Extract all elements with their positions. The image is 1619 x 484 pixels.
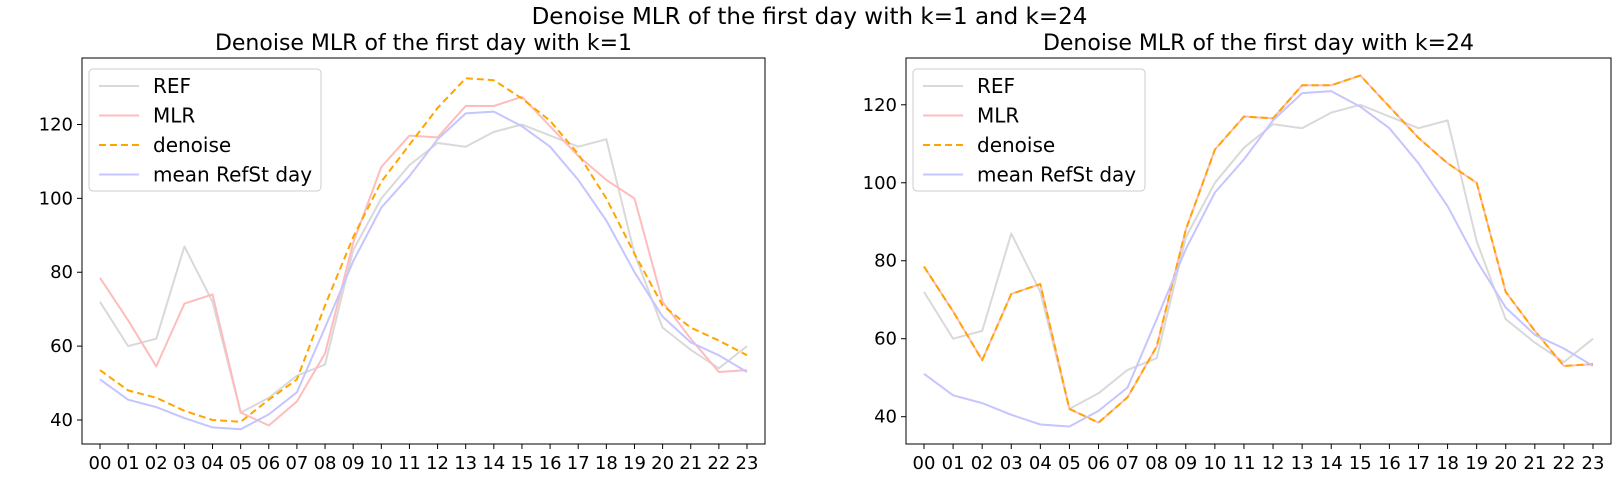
x-tick-label: 01 (942, 453, 965, 474)
x-tick-label: 23 (1582, 453, 1605, 474)
y-tick-label: 60 (50, 336, 73, 357)
x-tick-label: 04 (201, 453, 224, 474)
x-tick-label: 19 (623, 453, 646, 474)
x-tick-label: 12 (1262, 453, 1285, 474)
y-tick-label: 120 (39, 114, 73, 135)
x-tick-label: 05 (1058, 453, 1081, 474)
x-tick-label: 15 (1349, 453, 1372, 474)
x-tick-label: 01 (117, 453, 140, 474)
legend-label: MLR (153, 104, 195, 128)
x-tick-label: 07 (1116, 453, 1139, 474)
legend-label: denoise (153, 133, 231, 157)
legend-label: denoise (977, 133, 1055, 157)
y-tick-label: 80 (50, 262, 73, 283)
x-tick-label: 03 (1000, 453, 1023, 474)
x-tick-label: 21 (1523, 453, 1546, 474)
x-tick-label: 02 (971, 453, 994, 474)
series-line-mlr (99, 95, 748, 427)
series-line-ref (923, 103, 1594, 410)
x-tick-label: 23 (736, 453, 759, 474)
x-tick-label: 06 (1087, 453, 1110, 474)
x-tick-label: 10 (370, 453, 393, 474)
series-line-mlr (923, 74, 1594, 424)
axes-frame (81, 57, 766, 445)
figure-suptitle: Denoise MLR of the first day with k=1 an… (531, 4, 1088, 30)
y-tick-label: 100 (863, 173, 897, 194)
y-tick-label: 120 (863, 95, 897, 116)
series-line-mean-refst-day (923, 90, 1594, 428)
legend-label: REF (977, 74, 1015, 98)
x-tick-label: 18 (1436, 453, 1459, 474)
x-tick-label: 21 (679, 453, 702, 474)
x-tick-label: 17 (567, 453, 590, 474)
y-tick-label: 40 (50, 410, 73, 431)
x-tick-label: 13 (1291, 453, 1314, 474)
chart-2: Denoise MLR of the first day with k=24 00… (863, 31, 1612, 474)
chart-title: Denoise MLR of the first day with k=1 (215, 31, 632, 56)
x-tick-label: 11 (1233, 453, 1256, 474)
x-tick-label: 13 (454, 453, 477, 474)
x-tick-label: 04 (1029, 453, 1052, 474)
x-tick-label: 09 (342, 453, 365, 474)
x-tick-label: 22 (1552, 453, 1575, 474)
x-tick-label: 14 (1320, 453, 1343, 474)
y-tick-label: 60 (874, 329, 897, 350)
x-tick-label: 18 (595, 453, 618, 474)
x-tick-label: 22 (707, 453, 730, 474)
x-tick-label: 03 (173, 453, 196, 474)
x-tick-label: 07 (285, 453, 308, 474)
axes-frame (905, 57, 1612, 445)
x-tick-label: 16 (539, 453, 562, 474)
x-tick-label: 00 (89, 453, 112, 474)
x-tick-label: 17 (1407, 453, 1430, 474)
x-tick-label: 11 (398, 453, 421, 474)
legend-box (88, 68, 322, 192)
x-tick-label: 20 (1494, 453, 1517, 474)
x-tick-label: 20 (651, 453, 674, 474)
series-line-mean-refst-day (99, 110, 748, 431)
series-line-denoise (99, 77, 748, 423)
x-tick-label: 12 (426, 453, 449, 474)
x-tick-label: 09 (1174, 453, 1197, 474)
x-tick-label: 15 (511, 453, 534, 474)
chart-title: Denoise MLR of the first day with k=24 (1043, 31, 1474, 56)
x-tick-label: 06 (257, 453, 280, 474)
x-tick-label: 14 (482, 453, 505, 474)
legend-box (912, 68, 1146, 192)
legend-label: MLR (977, 104, 1019, 128)
y-tick-label: 80 (874, 251, 897, 272)
series-line-ref (99, 123, 748, 414)
x-tick-label: 16 (1378, 453, 1401, 474)
legend-label: REF (153, 74, 191, 98)
x-tick-label: 02 (145, 453, 168, 474)
x-tick-label: 05 (229, 453, 252, 474)
x-tick-label: 10 (1203, 453, 1226, 474)
x-tick-label: 08 (314, 453, 337, 474)
x-tick-label: 00 (913, 453, 936, 474)
legend-label: mean RefSt day (977, 163, 1136, 187)
x-tick-label: 19 (1465, 453, 1488, 474)
x-tick-label: 08 (1145, 453, 1168, 474)
legend-label: mean RefSt day (153, 163, 312, 187)
chart-1: Denoise MLR of the first day with k=100 0… (39, 31, 766, 474)
y-tick-label: 40 (874, 407, 897, 428)
y-tick-label: 100 (39, 188, 73, 209)
